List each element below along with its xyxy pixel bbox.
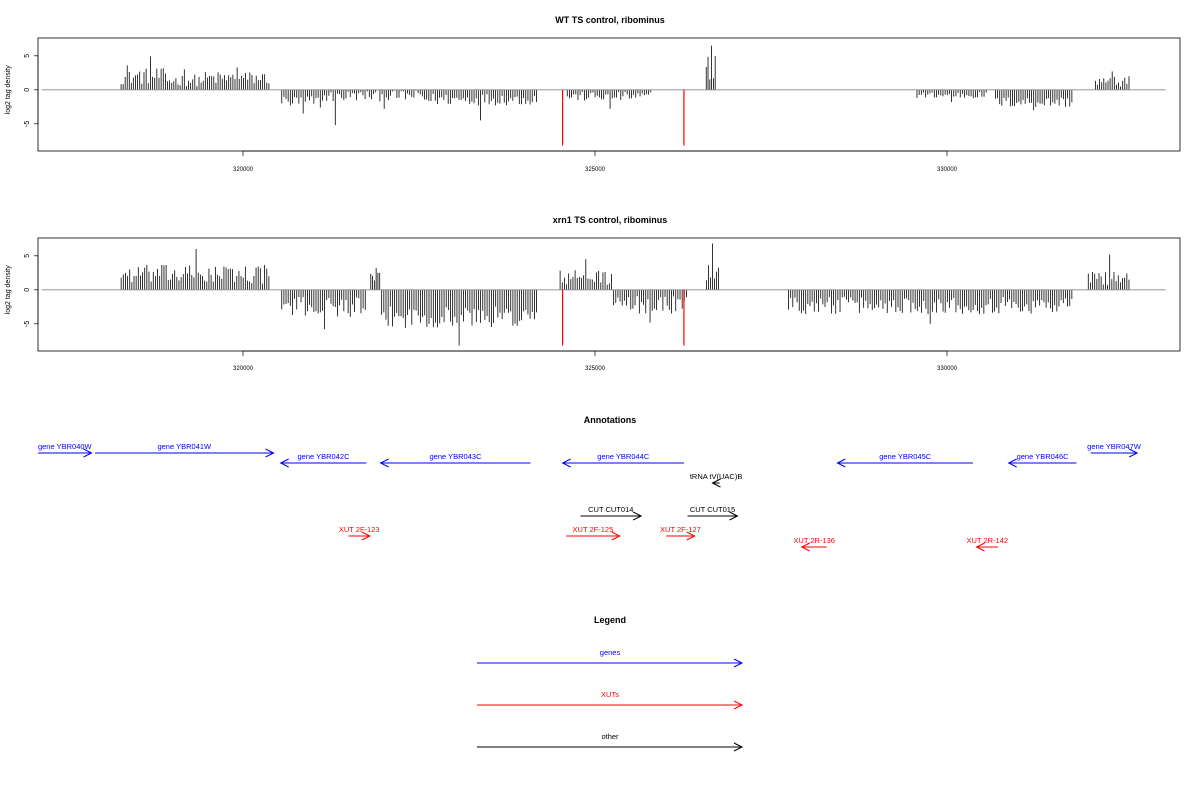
feature-gene-ybr042c: gene YBR042C — [279, 452, 367, 468]
feature-xut-2f-123: XUT 2F-123 — [339, 525, 380, 541]
xrn1-y-tick-label: 5 — [24, 254, 31, 258]
feature-label: gene YBR043C — [430, 452, 483, 461]
feature-label: gene YBR042C — [298, 452, 351, 461]
feature-label: gene YBR046C — [1017, 452, 1070, 461]
feature-gene-ybr045c: gene YBR045C — [836, 452, 974, 468]
feature-cut-cut015: CUT CUT015 — [687, 505, 739, 521]
wt-panel-title: WT TS control, ribominus — [555, 15, 665, 25]
feature-label: CUT CUT014 — [588, 505, 633, 514]
xrn1-x-axis: 320000 325000 330000 — [233, 350, 958, 372]
arrowhead — [1007, 458, 1017, 468]
feature-xut-2r-142: XUT 2R-142 — [967, 536, 1009, 552]
wt-y-tick-label: 0 — [24, 88, 31, 92]
xrn1-y-axis: 5 0 -5 log2 tag density — [5, 254, 39, 327]
arrowhead — [800, 542, 810, 552]
arrowhead — [83, 448, 93, 458]
feature-gene-ybr041w: gene YBR041W — [95, 442, 275, 458]
arrowhead — [361, 531, 372, 541]
legend-arrowhead — [733, 658, 744, 668]
arrowhead — [561, 458, 571, 468]
legend-item-xuts: XUTs — [477, 690, 744, 710]
wt-bars — [120, 45, 1130, 126]
arrowhead — [265, 448, 275, 458]
xrn1-y-axis-label: log2 tag density — [5, 265, 12, 315]
annotations-title: Annotations — [584, 415, 637, 425]
arrowhead — [1128, 448, 1139, 458]
legend-items: genes XUTs other — [477, 648, 744, 752]
feature-label: tRNA tV(UAC)B — [690, 472, 743, 481]
feature-xut-2f-125: XUT 2F-125 — [566, 525, 621, 541]
xrn1-x-tick-label: 330000 — [937, 366, 958, 372]
xrn1-x-tick-label: 320000 — [233, 366, 254, 372]
feature-label: gene YBR040W — [38, 442, 93, 451]
wt-panel: WT TS control, ribominus 5 0 -5 log2 tag… — [5, 15, 1181, 173]
arrowhead — [729, 511, 739, 521]
feature-xut-2f-127: XUT 2F-127 — [660, 525, 701, 541]
wt-y-axis: 5 0 -5 log2 tag density — [5, 54, 39, 127]
legend-arrowhead — [733, 742, 744, 752]
arrowhead — [632, 511, 643, 521]
legend-arrowhead — [733, 700, 744, 710]
legend-title: Legend — [594, 615, 626, 625]
arrowhead — [711, 478, 721, 488]
annotations-track: Annotations gene YBR040W gene YBR041Wgene… — [38, 415, 1142, 552]
feature-label: XUT 2F-123 — [339, 525, 380, 534]
xrn1-panel-title: xrn1 TS control, ribominus — [553, 215, 668, 225]
feature-label: gene YBR045C — [879, 452, 932, 461]
wt-y-tick-label: 5 — [24, 54, 31, 58]
arrowhead — [379, 458, 389, 468]
wt-x-tick-label: 320000 — [233, 167, 254, 173]
feature-gene-ybr043c: gene YBR043C — [379, 452, 531, 468]
arrowhead — [611, 531, 621, 541]
xrn1-x-tick-label: 325000 — [585, 366, 606, 372]
feature-label: gene YBR044C — [597, 452, 650, 461]
feature-trna-tv-uac-b: tRNA tV(UAC)B — [690, 472, 743, 488]
feature-label: CUT CUT015 — [690, 505, 735, 514]
legend-label: XUTs — [601, 690, 619, 699]
wt-x-tick-label: 330000 — [937, 167, 958, 173]
legend-item-genes: genes — [477, 648, 744, 668]
arrowhead — [975, 542, 985, 552]
legend-label: genes — [600, 648, 621, 657]
xrn1-red-markers — [562, 289, 685, 346]
xrn1-y-tick-label: 0 — [24, 288, 31, 292]
feature-cut-cut014: CUT CUT014 — [580, 505, 643, 521]
xrn1-y-tick-label: -5 — [24, 321, 31, 327]
feature-label: XUT 2R-142 — [967, 536, 1009, 545]
wt-red-markers — [562, 89, 685, 146]
feature-gene-ybr047w: gene YBR047W — [1087, 442, 1142, 458]
feature-label: XUT 2F-127 — [660, 525, 701, 534]
feature-label: gene YBR041W — [157, 442, 212, 451]
xrn1-plot-frame — [37, 237, 1181, 352]
feature-gene-ybr040w: gene YBR040W — [38, 442, 93, 458]
arrowhead — [836, 458, 846, 468]
legend-label: other — [601, 732, 619, 741]
feature-label: XUT 2F-125 — [573, 525, 614, 534]
annotation-features: gene YBR040W gene YBR041W gene YBR042C gene… — [38, 442, 1142, 552]
wt-y-axis-label: log2 tag density — [5, 65, 12, 115]
feature-gene-ybr046c: gene YBR046C — [1007, 452, 1077, 468]
feature-gene-ybr044c: gene YBR044C — [561, 452, 684, 468]
feature-label: gene YBR047W — [1087, 442, 1142, 451]
wt-y-tick-label: -5 — [24, 121, 31, 127]
arrowhead — [686, 531, 696, 541]
xrn1-panel: xrn1 TS control, ribominus 5 0 -5 log2 t… — [5, 215, 1181, 372]
legend-item-other: other — [477, 732, 744, 752]
arrowhead — [279, 458, 289, 468]
wt-x-tick-label: 325000 — [585, 167, 606, 173]
wt-plot-frame — [37, 37, 1181, 152]
legend: Legend genes XUTs other — [477, 615, 744, 752]
feature-label: XUT 2R-136 — [793, 536, 835, 545]
xrn1-bars — [120, 243, 1130, 346]
feature-xut-2r-136: XUT 2R-136 — [793, 536, 835, 552]
wt-x-axis: 320000 325000 330000 — [233, 150, 958, 173]
